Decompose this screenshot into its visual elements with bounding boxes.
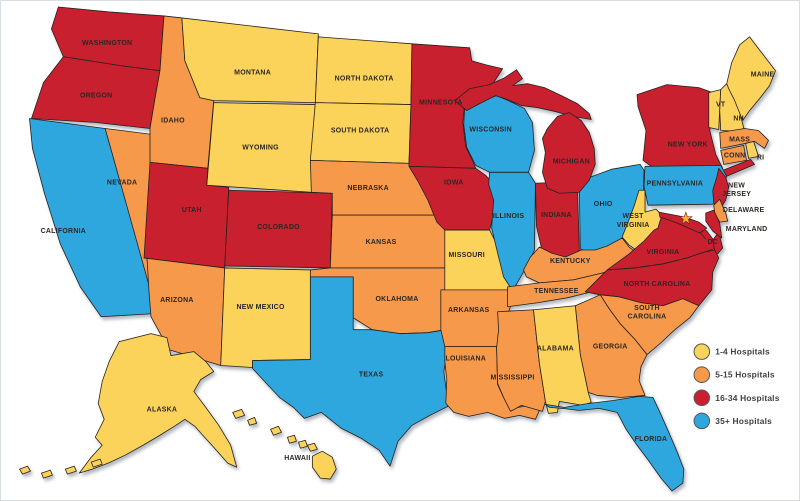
state-label-md: MARYLAND	[726, 226, 768, 233]
legend-label-16-34: 16-34 Hospitals	[715, 393, 779, 403]
state-label-ut: UTAH	[182, 207, 202, 214]
state-ny	[636, 84, 755, 177]
state-label-la: LOUISIANA	[445, 356, 486, 363]
legend-label-5-15: 5-15 Hospitals	[715, 370, 775, 380]
state-label-ma: MASS	[729, 136, 750, 143]
state-wi	[463, 95, 535, 173]
legend-item-35plus: 35+ Hospitals	[693, 412, 772, 430]
state-label-nv: NEVADA	[107, 179, 137, 186]
state-labels-layer: WASHINGTON OREGON CALIFORNIA NEVADA IDAHO MON…	[41, 40, 775, 462]
state-ak	[19, 333, 257, 479]
state-label-ms: MISSISSIPPI	[490, 374, 534, 381]
legend-item-16-34: 16-34 Hospitals	[693, 389, 780, 407]
state-nd	[314, 36, 413, 105]
state-label-me: MAINE	[751, 72, 775, 79]
dc-label: DC	[707, 239, 718, 246]
state-label-ks: KANSAS	[366, 239, 397, 246]
state-label-nh: NH	[733, 116, 744, 123]
state-label-mn: MINNESOTA	[419, 100, 463, 107]
state-ia	[408, 165, 498, 231]
state-il	[488, 171, 536, 292]
state-hi	[270, 425, 337, 480]
state-mi	[454, 69, 596, 194]
state-ri	[745, 141, 759, 159]
dc-pointer-line	[699, 231, 707, 240]
state-label-hi: HAWAII	[284, 455, 310, 462]
legend-item-1-4: 1-4 Hospitals	[693, 343, 770, 360]
states-layer	[19, 6, 776, 492]
state-al	[533, 305, 592, 414]
state-label-ak: ALASKA	[147, 406, 178, 413]
state-label-wa: WASHINGTON	[82, 40, 132, 47]
state-label-pa: PENNSYLVANIA	[647, 180, 704, 187]
state-label-ok: OKLAHOMA	[375, 296, 418, 303]
state-label-nc: NORTH CAROLINA	[623, 281, 690, 288]
state-vt	[708, 89, 722, 130]
state-label-tn: TENNESSEE	[534, 288, 579, 295]
legend-swatch-5-15	[693, 366, 711, 383]
state-label-mt: MONTANA	[234, 70, 271, 77]
state-label-tx: TEXAS	[359, 371, 384, 378]
state-nm	[220, 267, 311, 368]
state-label-ca: CALIFORNIA	[41, 228, 86, 235]
state-label-nd: NORTH DAKOTA	[335, 76, 394, 83]
state-label-or: OREGON	[80, 93, 112, 100]
state-label-al: ALABAMA	[537, 346, 574, 353]
state-ct	[720, 145, 748, 165]
dc-star-icon	[678, 211, 693, 225]
state-label-ne: NEBRASKA	[347, 185, 388, 192]
state-label-va: VIRGINIA	[646, 249, 679, 256]
state-label-wi: WISCONSIN	[469, 126, 512, 133]
state-label-sd: SOUTH DAKOTA	[331, 127, 390, 134]
state-label-in: INDIANA	[541, 212, 572, 219]
state-label-sc: SOUTH CAROLINA	[628, 305, 667, 321]
state-me	[726, 36, 776, 121]
state-label-co: COLORADO	[257, 224, 300, 231]
state-label-oh: OHIO	[594, 201, 613, 208]
state-label-fl: FLORIDA	[635, 436, 668, 443]
state-fl	[545, 396, 685, 492]
state-mt	[181, 17, 319, 103]
state-label-nj: NEW JERSEY	[722, 182, 751, 198]
state-label-nm: NEW MEXICO	[236, 304, 285, 311]
state-label-wy: WYOMING	[242, 144, 279, 151]
legend-swatch-35plus	[693, 412, 711, 430]
state-label-il: ILLINOIS	[493, 213, 525, 220]
state-label-ga: GEORGIA	[593, 344, 628, 351]
legend-item-5-15: 5-15 Hospitals	[693, 366, 775, 383]
state-label-ri: RI	[757, 154, 764, 161]
state-label-mi: MICHIGAN	[553, 158, 590, 165]
state-label-ky: KENTUCKY	[550, 258, 591, 265]
state-ga	[574, 294, 648, 398]
state-label-ny: NEW YORK	[668, 141, 708, 148]
state-ma	[719, 128, 769, 149]
dc-marker: DC	[678, 211, 718, 246]
state-label-ia: IOWA	[444, 179, 464, 186]
legend-label-1-4: 1-4 Hospitals	[715, 347, 770, 357]
legend-swatch-16-34	[693, 389, 711, 407]
state-label-ar: ARKANSAS	[448, 307, 490, 314]
state-label-vt: VT	[716, 102, 726, 109]
state-tx	[252, 276, 450, 467]
state-label-id: IDAHO	[161, 118, 185, 125]
legend-label-35plus: 35+ Hospitals	[715, 416, 772, 426]
legend-swatch-1-4	[693, 343, 711, 360]
state-label-de: DELAWARE	[723, 207, 765, 214]
state-label-wv: WEST VIRGINIA	[617, 213, 650, 229]
state-label-ct: CONN	[724, 152, 746, 159]
legend: 1-4 Hospitals 5-15 Hospitals 16-34 Hospita…	[693, 343, 780, 430]
state-label-az: ARIZONA	[160, 297, 193, 304]
state-label-mo: MISSOURI	[449, 252, 485, 259]
